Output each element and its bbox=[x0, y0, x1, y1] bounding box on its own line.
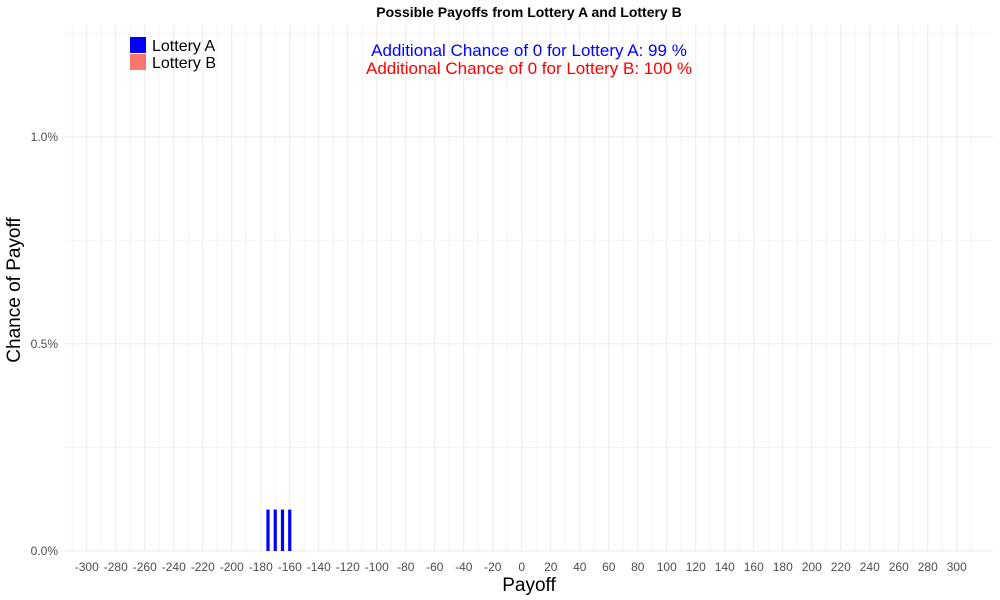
y-tick-label: 0.5% bbox=[31, 337, 59, 351]
x-tick-label: 300 bbox=[947, 560, 967, 574]
x-tick-label: 20 bbox=[544, 560, 558, 574]
x-tick-label: 40 bbox=[573, 560, 587, 574]
x-axis-ticks: -300 -280 -260 -240 -220 -200 -180 -160 -140 -120… bbox=[75, 560, 967, 574]
x-tick-label: -220 bbox=[191, 560, 215, 574]
y-tick-label: 0.0% bbox=[31, 544, 59, 558]
legend: Lottery A Lottery B bbox=[130, 37, 216, 72]
bars bbox=[266, 509, 292, 551]
x-tick-label: -200 bbox=[220, 560, 244, 574]
x-tick-label: -20 bbox=[484, 560, 502, 574]
annotation-lottery-b: Additional Chance of 0 for Lottery B: 10… bbox=[366, 59, 692, 78]
x-tick-label: 280 bbox=[918, 560, 938, 574]
x-tick-label: 80 bbox=[631, 560, 645, 574]
legend-swatch-lottery-a bbox=[130, 37, 146, 53]
legend-label-lottery-a: Lottery A bbox=[152, 38, 215, 55]
chart-title: Possible Payoffs from Lottery A and Lott… bbox=[376, 4, 681, 20]
bar-lottery-a bbox=[273, 509, 277, 551]
bar-lottery-a bbox=[288, 509, 292, 551]
bar-lottery-a bbox=[280, 509, 285, 551]
x-tick-label: -240 bbox=[162, 560, 186, 574]
x-tick-label: 0 bbox=[518, 560, 525, 574]
x-tick-label: 100 bbox=[657, 560, 677, 574]
annotation-lottery-a: Additional Chance of 0 for Lottery A: 99… bbox=[371, 41, 687, 60]
legend-swatch-lottery-b bbox=[130, 54, 146, 70]
x-tick-label: -100 bbox=[365, 560, 389, 574]
x-tick-label: -40 bbox=[455, 560, 473, 574]
x-tick-label: 200 bbox=[802, 560, 822, 574]
y-axis-title: Chance of Payoff bbox=[4, 217, 25, 363]
x-tick-label: -120 bbox=[336, 560, 360, 574]
x-tick-label: 160 bbox=[744, 560, 764, 574]
x-tick-label: -180 bbox=[249, 560, 273, 574]
y-axis-ticks: 0.0% 0.5% 1.0% bbox=[31, 130, 59, 558]
x-tick-label: -280 bbox=[104, 560, 128, 574]
x-axis-title: Payoff bbox=[502, 575, 556, 596]
x-tick-label: -300 bbox=[75, 560, 99, 574]
x-tick-label: 240 bbox=[860, 560, 880, 574]
y-tick-label: 1.0% bbox=[31, 130, 59, 144]
x-tick-label: 120 bbox=[686, 560, 706, 574]
x-tick-label: 220 bbox=[831, 560, 851, 574]
x-tick-label: -80 bbox=[397, 560, 415, 574]
x-tick-label: -260 bbox=[133, 560, 157, 574]
x-tick-label: 260 bbox=[889, 560, 909, 574]
legend-label-lottery-b: Lottery B bbox=[152, 55, 216, 72]
x-tick-label: 180 bbox=[773, 560, 793, 574]
x-tick-label: 140 bbox=[715, 560, 735, 574]
x-tick-label: 60 bbox=[602, 560, 616, 574]
x-tick-label: -160 bbox=[278, 560, 302, 574]
bar-lottery-a bbox=[266, 509, 270, 551]
grid bbox=[65, 25, 993, 552]
x-tick-label: -60 bbox=[426, 560, 444, 574]
x-tick-label: -140 bbox=[307, 560, 331, 574]
